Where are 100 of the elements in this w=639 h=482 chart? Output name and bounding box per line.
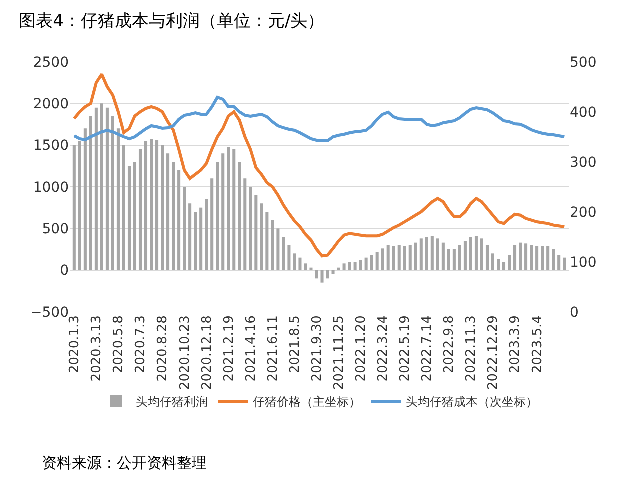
bar — [469, 237, 472, 270]
bar — [452, 250, 456, 270]
bar — [502, 262, 506, 270]
bar — [298, 258, 302, 270]
bar — [84, 128, 87, 270]
bar — [552, 250, 556, 270]
bar — [348, 262, 352, 270]
bar — [403, 246, 406, 270]
bar — [474, 236, 478, 270]
bar — [486, 245, 489, 270]
bar — [232, 150, 236, 270]
y-tick-label: 2500 — [33, 54, 69, 71]
bar — [166, 154, 170, 270]
bar — [156, 140, 159, 270]
bar — [392, 246, 396, 270]
bar — [364, 258, 368, 270]
bar — [530, 245, 534, 270]
bar — [536, 246, 539, 270]
bar — [188, 204, 192, 270]
y2-tick-label: 500 — [570, 54, 597, 71]
bar — [480, 238, 484, 270]
bar — [524, 244, 528, 270]
bar — [514, 245, 517, 270]
bar — [430, 236, 434, 270]
bar — [254, 195, 258, 270]
bar — [315, 270, 318, 279]
y2-tick-label: 100 — [570, 254, 597, 271]
y2-tick-label: 200 — [570, 204, 597, 221]
x-tick-label: 2022.12.29 — [486, 316, 502, 390]
y-tick-label: 1000 — [33, 180, 69, 196]
bar — [491, 254, 495, 270]
bar — [359, 260, 362, 270]
line-series — [72, 73, 566, 258]
bar — [238, 162, 242, 270]
bar — [370, 255, 374, 270]
legend-label: 头均仔猪利润 — [136, 395, 208, 410]
bar — [458, 245, 462, 270]
bar — [138, 150, 142, 270]
x-tick-label: 2021.9.30 — [310, 316, 325, 382]
bar — [326, 270, 330, 279]
bar — [546, 246, 550, 270]
y-tick-label: 2000 — [33, 96, 69, 113]
y2-tick-label: 400 — [570, 104, 597, 121]
bar — [200, 208, 203, 270]
bar — [436, 238, 440, 270]
bar — [94, 108, 98, 270]
bar — [216, 162, 220, 270]
bar — [106, 108, 109, 270]
x-tick-label: 2021.6.11 — [266, 316, 281, 382]
line-series — [72, 96, 566, 142]
bar — [563, 258, 566, 270]
bar — [227, 147, 230, 270]
text: 资料来源：公开资料整理 — [42, 454, 207, 472]
x-tick-label: 2020.7.3 — [134, 316, 149, 374]
bar — [276, 228, 280, 270]
x-tick-label: 2022.9.8 — [442, 316, 458, 374]
legend-label: 仔猪价格（主坐标） — [253, 395, 361, 410]
bar — [150, 140, 154, 270]
bar — [381, 248, 384, 270]
x-tick-label: 2020.1.3 — [68, 316, 83, 374]
x-tick-label: 2020.3.13 — [90, 316, 105, 382]
bar — [376, 252, 379, 270]
bar — [508, 255, 512, 270]
bar — [111, 116, 114, 270]
x-tick-label: 2022.11.3 — [464, 316, 480, 382]
y2-tick-label: 300 — [570, 154, 597, 171]
bar — [408, 245, 412, 270]
y-tick-label: 500 — [42, 222, 69, 238]
y-tick-label: 0 — [60, 263, 69, 280]
bar — [310, 268, 313, 270]
bar — [271, 220, 274, 270]
x-tick-label: 2023.3.9 — [508, 316, 524, 374]
x-tick-label: 2020.10.23 — [178, 316, 193, 390]
x-tick-label: 2021.4.16 — [244, 316, 259, 382]
bar — [414, 242, 418, 270]
bar — [210, 178, 214, 270]
y-tick-label: 1500 — [33, 138, 69, 154]
bar — [116, 128, 120, 270]
bar — [144, 141, 148, 270]
bar — [342, 264, 346, 270]
bar — [464, 241, 467, 270]
x-tick-label: 2023.5.4 — [530, 316, 546, 374]
bar — [293, 254, 296, 270]
x-tick-label: 2021.2.19 — [222, 316, 237, 382]
legend-label: 头均仔猪成本（次坐标） — [406, 395, 538, 410]
bar — [266, 212, 269, 270]
x-tick-label: 2021.11.25 — [332, 316, 348, 390]
bar — [519, 242, 522, 270]
x-tick-label: 2020.5.8 — [112, 316, 127, 374]
bar — [558, 255, 561, 270]
x-tick-label: 2020.8.28 — [156, 316, 171, 382]
bar — [420, 238, 423, 270]
bar — [89, 116, 92, 270]
bar — [222, 154, 225, 270]
bar — [133, 162, 137, 270]
bar — [244, 178, 247, 270]
x-tick-label: 2022.5.19 — [398, 316, 414, 382]
bar — [337, 268, 340, 270]
x-tick-label: 2022.7.14 — [420, 316, 436, 382]
bar — [178, 170, 181, 270]
